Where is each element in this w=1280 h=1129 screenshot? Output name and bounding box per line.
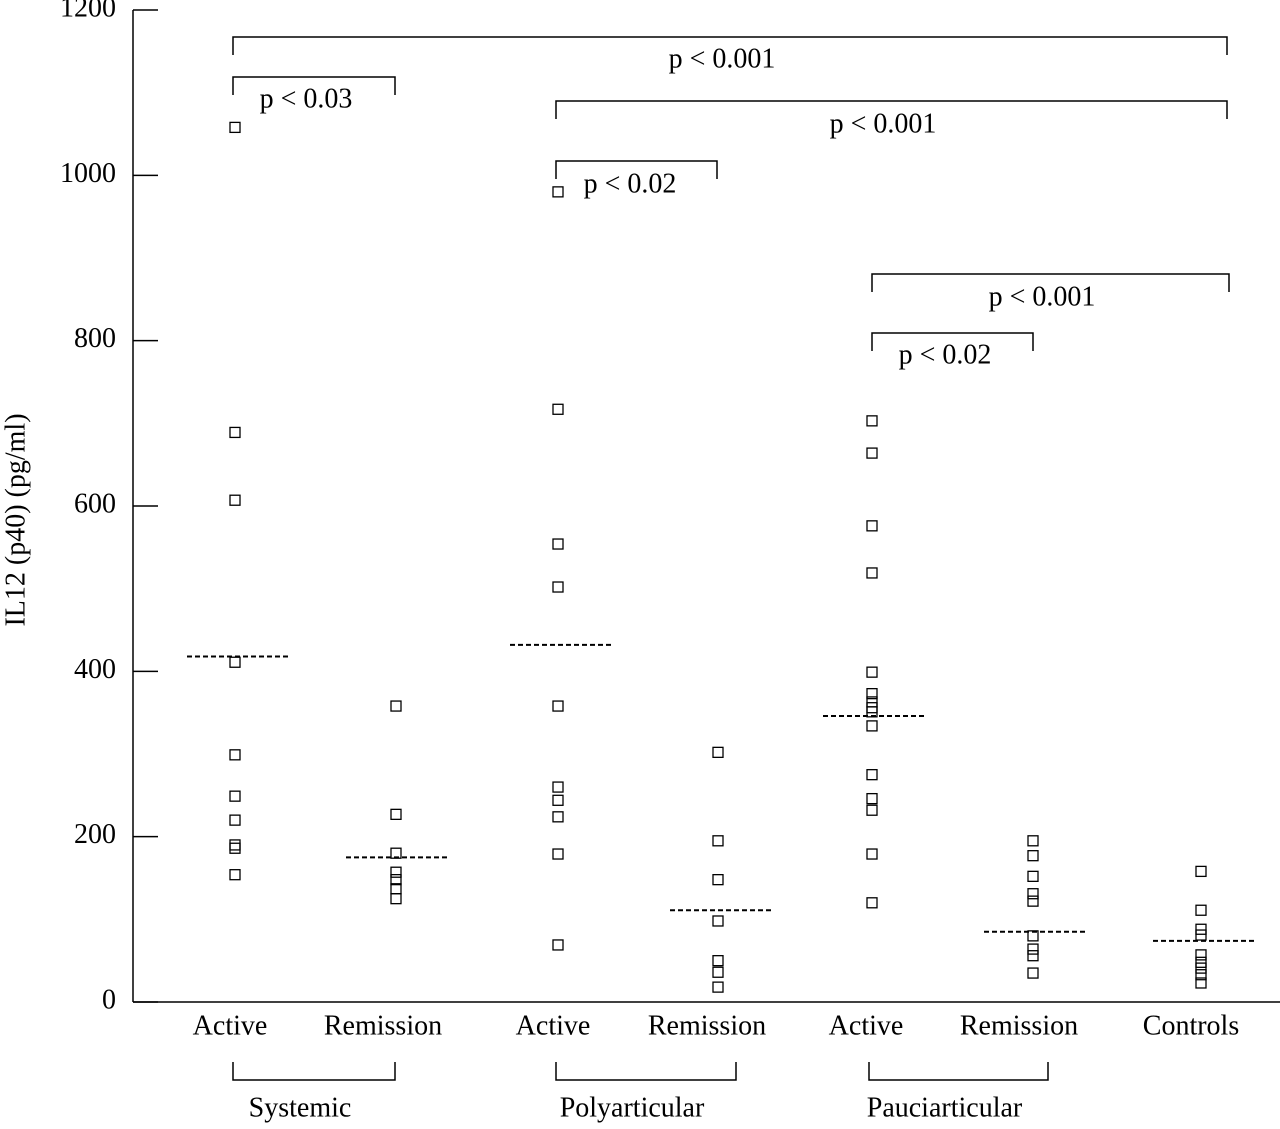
data-point — [1195, 962, 1207, 974]
data-point — [229, 839, 241, 851]
data-point — [390, 700, 402, 712]
data-point — [1195, 929, 1207, 941]
significance-bracket — [871, 273, 1230, 292]
data-point — [1027, 967, 1039, 979]
significance-label: p < 0.001 — [989, 281, 1096, 312]
data-point — [1027, 950, 1039, 962]
data-point — [552, 794, 564, 806]
data-point — [229, 749, 241, 761]
y-axis-label: IL12 (p40) (pg/ml) — [0, 413, 31, 626]
x-tick-label: Remission — [324, 1010, 442, 1041]
group-bracket — [555, 1062, 737, 1081]
y-tick-label: 200 — [74, 819, 116, 850]
data-point — [1027, 888, 1039, 900]
y-tick-label: 600 — [74, 488, 116, 519]
significance-bracket — [555, 160, 718, 179]
data-point — [866, 520, 878, 532]
data-point — [712, 874, 724, 886]
data-point — [1027, 895, 1039, 907]
x-tick-label: Controls — [1143, 1010, 1239, 1041]
significance-bracket — [232, 76, 396, 95]
data-point — [552, 700, 564, 712]
data-point — [866, 567, 878, 579]
significance-bracket — [232, 36, 1228, 55]
data-point — [390, 808, 402, 820]
y-tick-label: 1200 — [60, 0, 116, 23]
data-point — [1195, 977, 1207, 989]
data-point — [1195, 949, 1207, 961]
group-bracket — [868, 1062, 1049, 1081]
data-point — [229, 814, 241, 826]
data-point — [1195, 956, 1207, 968]
x-tick-label: Active — [193, 1010, 268, 1041]
data-point — [552, 403, 564, 415]
data-point — [866, 666, 878, 678]
data-point — [390, 893, 402, 905]
data-point — [552, 939, 564, 951]
data-point — [229, 842, 241, 854]
data-point — [552, 781, 564, 793]
data-point — [866, 415, 878, 427]
y-tick-label: 0 — [102, 984, 116, 1015]
data-point — [552, 538, 564, 550]
data-point — [552, 848, 564, 860]
data-point — [866, 804, 878, 816]
group-label: Pauciarticular — [867, 1092, 1023, 1123]
data-point — [229, 790, 241, 802]
data-point — [866, 688, 878, 700]
x-tick-label: Remission — [960, 1010, 1078, 1041]
significance-bracket — [871, 332, 1034, 351]
data-point — [712, 981, 724, 993]
significance-label: p < 0.02 — [899, 339, 992, 370]
x-tick-label: Remission — [648, 1010, 766, 1041]
data-point — [712, 746, 724, 758]
data-point — [229, 869, 241, 881]
data-point — [1195, 923, 1207, 935]
data-point — [712, 835, 724, 847]
significance-bracket — [555, 100, 1228, 119]
data-point — [552, 581, 564, 593]
data-point — [229, 121, 241, 134]
data-point — [866, 769, 878, 781]
group-label: Polyarticular — [560, 1092, 705, 1123]
data-point — [1195, 969, 1207, 981]
data-point — [866, 792, 878, 805]
data-point — [390, 866, 402, 878]
y-tick-label: 1000 — [60, 158, 116, 189]
group-bracket — [232, 1062, 396, 1081]
x-tick-label: Active — [829, 1010, 904, 1041]
data-point — [552, 186, 564, 198]
data-point — [866, 848, 878, 860]
data-point — [866, 447, 878, 459]
group-label: Systemic — [249, 1092, 352, 1123]
data-point — [1027, 850, 1039, 862]
y-tick-label: 800 — [74, 323, 116, 354]
data-point — [552, 811, 564, 823]
data-point — [866, 897, 878, 909]
data-point — [1027, 835, 1039, 847]
data-point — [229, 656, 241, 668]
significance-label: p < 0.001 — [669, 43, 776, 74]
data-point — [712, 955, 724, 967]
data-point — [1027, 943, 1039, 955]
data-point — [390, 874, 402, 886]
data-point — [712, 966, 724, 978]
data-point — [866, 720, 878, 732]
data-point — [1195, 904, 1207, 916]
significance-label: p < 0.001 — [830, 108, 937, 139]
data-point — [229, 494, 241, 506]
x-tick-label: Active — [516, 1010, 591, 1041]
data-point — [712, 915, 724, 927]
significance-label: p < 0.03 — [260, 83, 353, 114]
data-point — [1195, 865, 1207, 878]
data-point — [229, 426, 241, 439]
data-point — [866, 702, 878, 714]
significance-label: p < 0.02 — [584, 168, 677, 199]
y-tick-label: 400 — [74, 654, 116, 685]
data-point — [1027, 870, 1039, 882]
